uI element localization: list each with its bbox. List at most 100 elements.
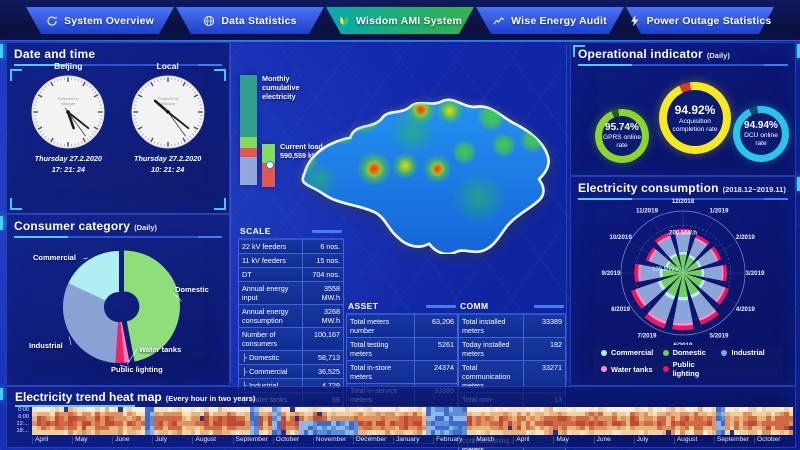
- heatmap-cell: [439, 416, 445, 422]
- heatmap-cell: [621, 411, 626, 417]
- heatmap-cell: [557, 407, 563, 412]
- gauge-value: 95.74%: [605, 122, 639, 134]
- heatmap-cell: [566, 430, 572, 436]
- heatmap-cell: [394, 407, 400, 412]
- tab-wisdom-ami-system[interactable]: Wisdom AMI System: [326, 7, 474, 34]
- heatmap-cell: [421, 425, 427, 431]
- heatmap-cell: [548, 411, 554, 417]
- heatmap-cell: [770, 425, 776, 431]
- heatmap-cell: [743, 407, 748, 412]
- heatmap-cell: [63, 411, 69, 417]
- heatmap-cell: [99, 430, 105, 436]
- heatmap-cell: [788, 425, 794, 431]
- heatmap-cell: [104, 407, 110, 412]
- pie-label-domestic: Domestic: [175, 285, 209, 294]
- scrollbar-indicator[interactable]: [534, 304, 564, 308]
- heatmap-cell: [562, 430, 567, 436]
- heatmap-cell: [525, 416, 531, 422]
- heatmap-cell: [439, 407, 445, 412]
- heatmap-cell: [127, 416, 132, 422]
- heatmap-column: [457, 407, 463, 436]
- panel-title: Electricity consumption: [578, 181, 719, 195]
- heatmap-cell: [267, 425, 273, 431]
- header-underline: [15, 405, 135, 407]
- table-row: Annual energy input 3558 MW.h: [238, 282, 344, 305]
- heatmap-cell: [376, 430, 381, 436]
- scrollbar-indicator[interactable]: [426, 304, 456, 308]
- heatmap-cell: [553, 425, 558, 431]
- heatmap-cell: [775, 425, 780, 431]
- heatmap-cell: [566, 421, 572, 426]
- heatmap-cell: [417, 407, 422, 412]
- heatmap-cell: [779, 421, 785, 426]
- table-row: Number of consumers 100,167: [238, 328, 344, 351]
- heatmap-cell: [507, 425, 513, 431]
- heatmap-cell: [54, 407, 60, 412]
- corner-bracket: [10, 198, 22, 210]
- heatmap-cell: [113, 430, 119, 436]
- heatmap-cell: [498, 421, 504, 426]
- clock-date: Thursday 27.2.2020: [133, 154, 202, 163]
- heatmap-cell: [95, 421, 100, 426]
- heatmap-cell: [299, 416, 304, 422]
- heatmap-cell: [263, 411, 268, 417]
- row-value: 24374: [413, 361, 457, 383]
- heatmap-cell: [630, 425, 635, 431]
- heatmap-column: [444, 407, 449, 436]
- heatmap-cell: [331, 416, 336, 422]
- heatmap-cell: [41, 411, 46, 417]
- table-title: ASSET: [348, 301, 379, 311]
- heatmap-cell: [480, 425, 486, 431]
- clocks-row: Beijing Powered by Wisdom Thursday 27.2.202…: [7, 59, 229, 211]
- heatmap-cell: [267, 416, 273, 422]
- heatmap-cell: [308, 421, 313, 426]
- heatmap-cell: [648, 430, 653, 436]
- heatmap-cell: [195, 421, 200, 426]
- heatmap-cell: [222, 411, 227, 417]
- heatmap-cell: [752, 421, 757, 426]
- heatmap-cell: [612, 430, 617, 436]
- heatmap-cell: [371, 407, 377, 412]
- month-label: April: [513, 436, 553, 444]
- heatmap-cell: [534, 407, 540, 412]
- heatmap-cell: [489, 421, 495, 426]
- radar-wedge: [683, 269, 702, 277]
- tab-system-overview[interactable]: System Overview: [26, 7, 174, 34]
- scrollbar-indicator[interactable]: [312, 229, 342, 233]
- heatmap-column: [788, 407, 794, 436]
- heatmap-cell: [294, 425, 300, 431]
- tab-data-statistics[interactable]: Data Statistics: [176, 7, 324, 34]
- heatmap-column: [403, 407, 409, 436]
- heatmap-cell: [118, 411, 123, 417]
- heatmap-cell: [612, 416, 617, 422]
- heatmap-cell: [322, 430, 327, 436]
- svg-text:Wisdom: Wisdom: [160, 101, 175, 106]
- heatmap-cell: [557, 425, 563, 431]
- heatmap-cell: [779, 416, 785, 422]
- heatmap-cell: [657, 421, 662, 426]
- heatmap-cell: [788, 430, 794, 436]
- heatmap-cell: [639, 407, 644, 412]
- heatmap-column: [177, 407, 182, 436]
- heatmap-cell: [453, 421, 458, 426]
- heatmap-cell: [376, 407, 381, 412]
- heatmap-cell: [412, 421, 418, 426]
- heatmap-cell: [575, 425, 581, 431]
- panel-subtitle: (2018.12~2019.11): [722, 185, 786, 194]
- consumer-pie-chart: [62, 250, 182, 368]
- tab-wise-energy-audit[interactable]: Wise Energy Audit: [476, 7, 624, 34]
- clock-beijing: Beijing Powered by Wisdom Thursday 27.2.202…: [30, 59, 106, 211]
- heatmap-cell: [389, 430, 395, 436]
- heatmap-cell: [580, 416, 585, 422]
- heatmap-cell: [548, 425, 554, 431]
- heatmap-column: [607, 407, 612, 436]
- tab-power-outage-statistics[interactable]: Power Outage Statistics: [626, 7, 774, 34]
- heatmap-cell: [317, 416, 322, 422]
- row-label: ├ Industrial: [239, 379, 302, 392]
- month-label: January: [392, 436, 433, 444]
- heatmap-cell: [231, 421, 236, 426]
- tab-bg: [26, 7, 174, 34]
- heatmap-cell: [779, 430, 785, 436]
- heatmap-cell: [362, 407, 368, 412]
- heatmap-cell: [122, 411, 128, 417]
